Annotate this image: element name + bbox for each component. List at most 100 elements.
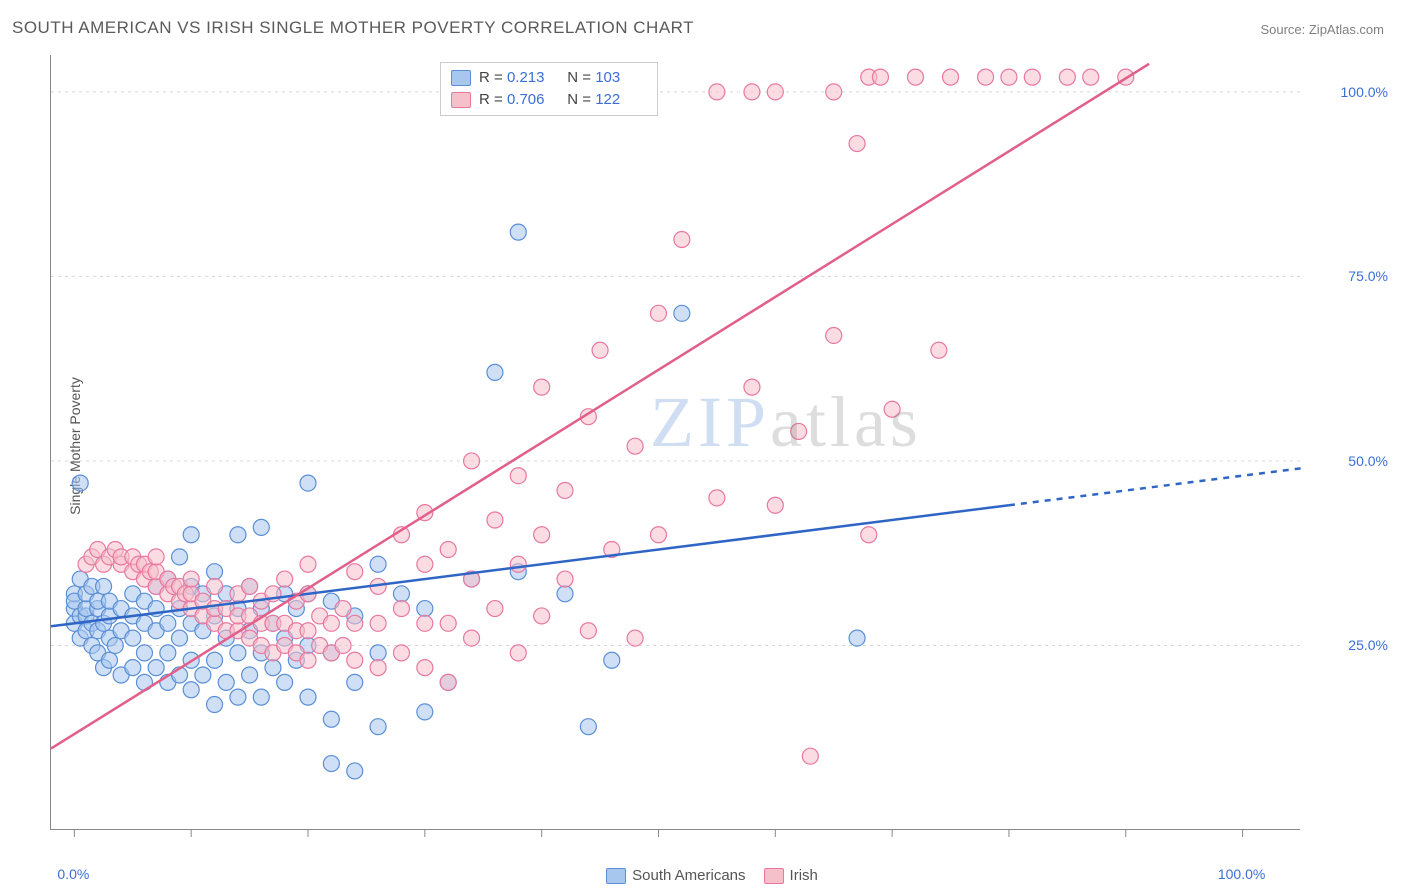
legend-series-label: South Americans — [632, 867, 745, 884]
data-point — [230, 689, 246, 705]
data-point — [335, 601, 351, 617]
data-point — [1024, 69, 1040, 85]
data-point — [393, 601, 409, 617]
data-point — [650, 305, 666, 321]
source-label: Source: — [1260, 22, 1308, 37]
data-point — [510, 645, 526, 661]
data-point — [510, 224, 526, 240]
data-point — [183, 527, 199, 543]
data-point — [884, 401, 900, 417]
data-point — [136, 645, 152, 661]
legend-row: R = 0.706 N = 122 — [451, 89, 647, 111]
data-point — [627, 630, 643, 646]
data-point — [907, 69, 923, 85]
data-point — [300, 475, 316, 491]
data-point — [347, 763, 363, 779]
legend-n-label: N = — [567, 69, 595, 86]
data-point — [557, 586, 573, 602]
data-point — [195, 667, 211, 683]
data-point — [277, 571, 293, 587]
data-point — [323, 615, 339, 631]
data-point — [300, 689, 316, 705]
data-point — [802, 748, 818, 764]
legend-n-label: N = — [567, 91, 595, 108]
legend-series-label: Irish — [790, 867, 818, 884]
data-point — [978, 69, 994, 85]
data-point — [242, 667, 258, 683]
data-point — [230, 645, 246, 661]
data-point — [534, 527, 550, 543]
legend-r-label: R = — [479, 91, 507, 108]
data-point — [230, 527, 246, 543]
data-point — [417, 704, 433, 720]
data-point — [849, 136, 865, 152]
data-point — [347, 674, 363, 690]
data-point — [580, 623, 596, 639]
data-point — [125, 630, 141, 646]
plot-svg — [51, 55, 1301, 830]
legend-r-value: 0.706 — [507, 89, 559, 111]
data-point — [347, 652, 363, 668]
data-point — [872, 69, 888, 85]
data-point — [207, 697, 223, 713]
data-point — [277, 674, 293, 690]
correlation-legend: R = 0.213 N = 103R = 0.706 N = 122 — [440, 62, 658, 116]
data-point — [464, 630, 480, 646]
data-point — [172, 630, 188, 646]
data-point — [107, 637, 123, 653]
data-point — [767, 84, 783, 100]
y-tick-label: 50.0% — [1348, 453, 1388, 469]
data-point — [744, 379, 760, 395]
data-point — [101, 652, 117, 668]
data-point — [417, 660, 433, 676]
data-point — [253, 519, 269, 535]
data-point — [207, 578, 223, 594]
data-point — [557, 482, 573, 498]
data-point — [1083, 69, 1099, 85]
data-point — [265, 660, 281, 676]
data-point — [300, 623, 316, 639]
data-point — [580, 719, 596, 735]
data-point — [323, 711, 339, 727]
data-point — [370, 719, 386, 735]
source-link[interactable]: ZipAtlas.com — [1309, 22, 1384, 37]
legend-r-label: R = — [479, 69, 507, 86]
data-point — [534, 608, 550, 624]
legend-swatch — [606, 868, 626, 884]
trend-line-extrapolated — [1009, 468, 1301, 505]
data-point — [440, 542, 456, 558]
data-point — [347, 615, 363, 631]
data-point — [417, 601, 433, 617]
data-point — [370, 556, 386, 572]
data-point — [440, 674, 456, 690]
chart-title: SOUTH AMERICAN VS IRISH SINGLE MOTHER PO… — [12, 18, 694, 38]
data-point — [183, 571, 199, 587]
data-point — [218, 674, 234, 690]
legend-r-value: 0.213 — [507, 67, 559, 89]
data-point — [172, 549, 188, 565]
data-point — [861, 527, 877, 543]
data-point — [674, 305, 690, 321]
data-point — [510, 468, 526, 484]
legend-n-value: 103 — [595, 67, 647, 89]
legend-swatch — [764, 868, 784, 884]
data-point — [767, 497, 783, 513]
data-point — [148, 660, 164, 676]
data-point — [709, 490, 725, 506]
data-point — [72, 475, 88, 491]
legend-n-value: 122 — [595, 89, 647, 111]
data-point — [849, 630, 865, 646]
y-tick-label: 75.0% — [1348, 268, 1388, 284]
data-point — [160, 615, 176, 631]
x-tick-label: 100.0% — [1218, 866, 1265, 882]
data-point — [791, 423, 807, 439]
trend-line — [51, 505, 1009, 626]
data-point — [464, 453, 480, 469]
data-point — [931, 342, 947, 358]
data-point — [370, 645, 386, 661]
data-point — [510, 556, 526, 572]
data-point — [487, 512, 503, 528]
data-point — [183, 682, 199, 698]
data-point — [534, 379, 550, 395]
data-point — [393, 586, 409, 602]
